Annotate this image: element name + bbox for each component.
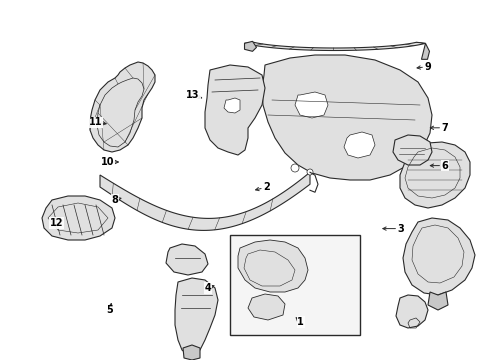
Text: 11: 11 [88, 117, 102, 127]
Bar [229, 235, 359, 335]
Polygon shape [294, 92, 327, 118]
Polygon shape [247, 294, 285, 320]
Polygon shape [402, 218, 474, 295]
Polygon shape [244, 41, 256, 51]
Polygon shape [395, 295, 427, 328]
Polygon shape [204, 65, 264, 155]
Circle shape [306, 169, 312, 175]
Text: 8: 8 [111, 195, 118, 205]
Polygon shape [165, 244, 207, 275]
Polygon shape [42, 196, 115, 240]
Polygon shape [238, 240, 307, 292]
Polygon shape [175, 278, 218, 355]
Polygon shape [244, 42, 425, 50]
Text: 10: 10 [101, 157, 114, 167]
Polygon shape [343, 132, 374, 158]
Text: 5: 5 [106, 305, 113, 315]
Text: 7: 7 [441, 123, 447, 133]
Text: 6: 6 [441, 161, 447, 171]
Text: 2: 2 [263, 182, 269, 192]
Text: 12: 12 [49, 218, 63, 228]
Polygon shape [262, 55, 431, 180]
Circle shape [290, 164, 298, 172]
Polygon shape [100, 172, 309, 230]
Polygon shape [90, 62, 155, 152]
Polygon shape [224, 98, 240, 113]
Polygon shape [183, 345, 200, 360]
Polygon shape [421, 43, 428, 59]
Text: 13: 13 [186, 90, 200, 100]
Text: 9: 9 [424, 62, 430, 72]
Polygon shape [427, 292, 447, 310]
Text: 3: 3 [397, 224, 404, 234]
Text: 1: 1 [297, 317, 304, 327]
Text: 4: 4 [204, 283, 211, 293]
Polygon shape [399, 142, 469, 208]
Polygon shape [392, 135, 431, 165]
